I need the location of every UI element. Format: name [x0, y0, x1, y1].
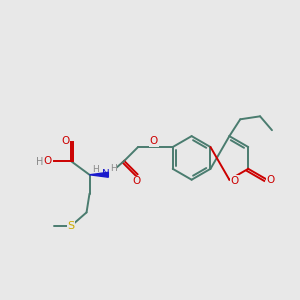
Text: O: O: [150, 136, 158, 146]
Text: H: H: [110, 164, 117, 173]
Text: O: O: [61, 136, 70, 146]
Text: H: H: [36, 157, 44, 167]
Text: O: O: [44, 156, 52, 166]
Text: O: O: [266, 175, 275, 185]
Text: O: O: [230, 176, 238, 186]
Text: S: S: [67, 221, 74, 231]
Polygon shape: [89, 172, 108, 177]
Text: O: O: [132, 176, 141, 186]
Text: H: H: [92, 165, 99, 174]
Text: N: N: [103, 169, 110, 179]
